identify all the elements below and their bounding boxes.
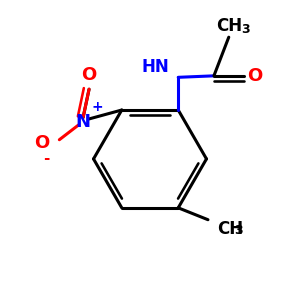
Text: HN: HN [142,58,169,76]
Text: N: N [76,113,91,131]
Text: 3: 3 [234,224,243,237]
Text: O: O [247,67,262,85]
Text: 3: 3 [241,23,250,36]
Text: CH: CH [217,220,243,238]
Text: O: O [81,66,97,84]
Text: +: + [92,100,103,115]
Text: -: - [44,151,50,166]
Text: O: O [34,134,50,152]
Text: CH: CH [216,17,242,35]
